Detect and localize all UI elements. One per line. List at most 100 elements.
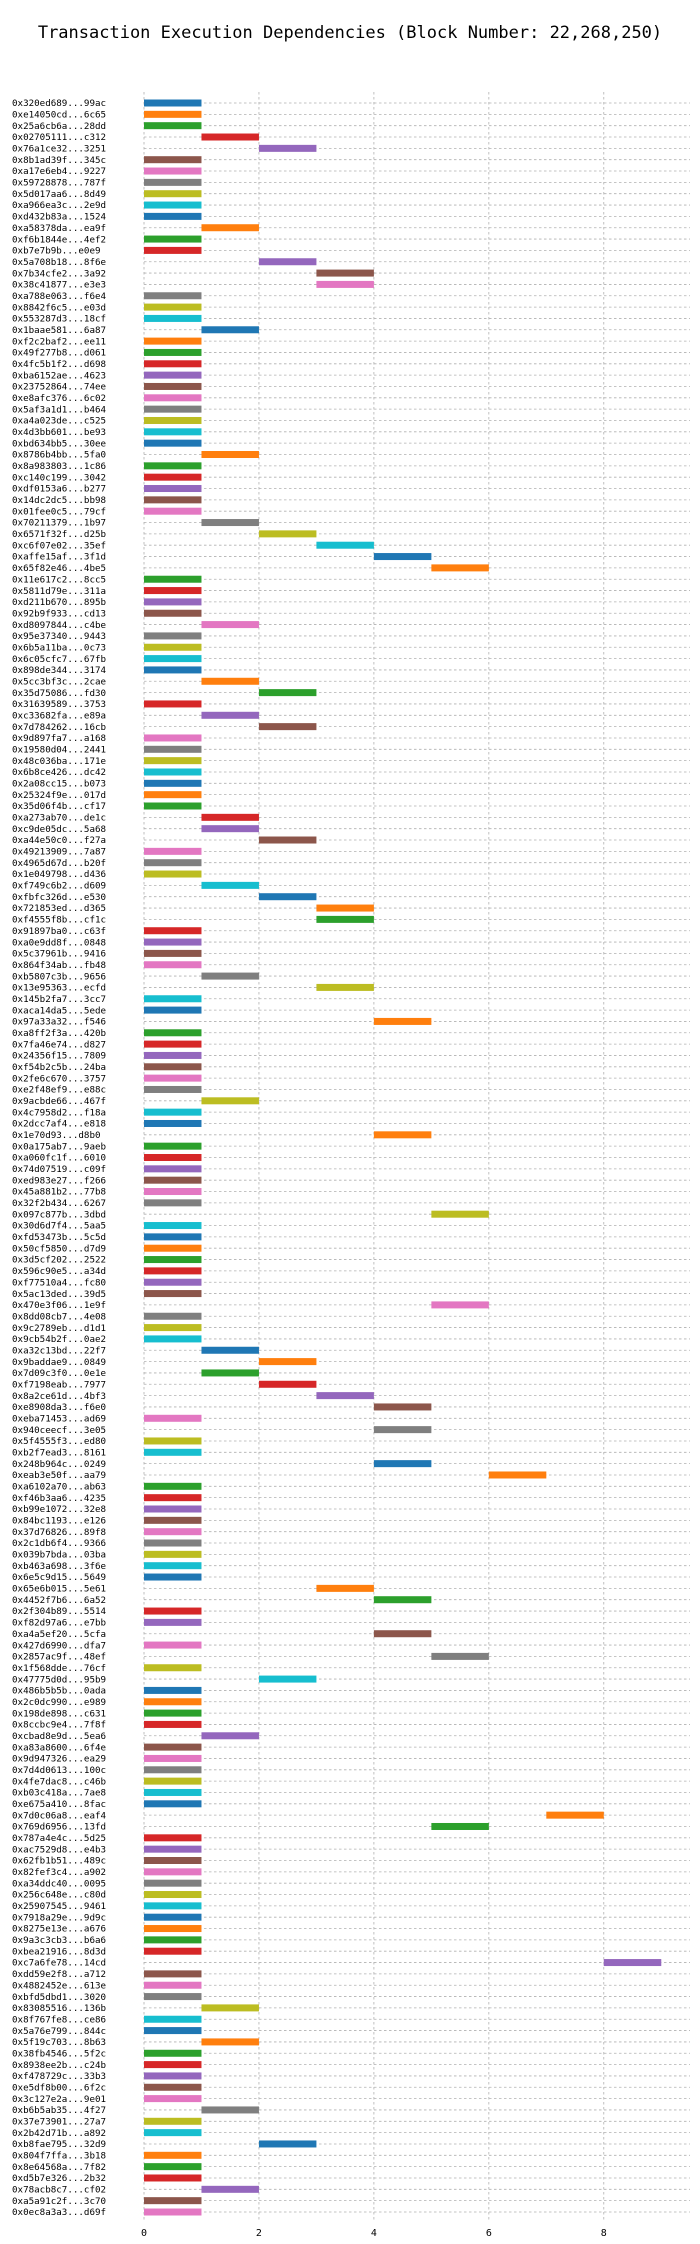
y-tick-label: 0xa0e9dd8f...0848 <box>12 937 106 948</box>
y-tick-label: 0xf2c2baf2...ee11 <box>12 336 106 347</box>
bar <box>201 326 259 334</box>
bar <box>144 1947 202 1955</box>
bar <box>258 893 317 901</box>
y-tick-label: 0x4fe7dac8...c46b <box>12 1776 106 1787</box>
bar <box>144 1267 202 1275</box>
y-tick-label: 0x8ccbc9e4...7f8f <box>12 1720 106 1731</box>
y-tick-label: 0x486b5b5b...0ada <box>12 1686 106 1697</box>
bar <box>144 734 202 742</box>
x-tick-labels: 0 2 4 6 8 <box>141 2228 607 2239</box>
y-tick-label: 0x48c036ba...171e <box>12 756 106 767</box>
bar <box>431 1652 489 1660</box>
y-tick-label: 0x940ceecf...3e05 <box>12 1425 106 1436</box>
y-tick-label: 0xf4555f8b...cf1c <box>12 915 106 926</box>
y-tick-label: 0x9acbde66...467f <box>12 1096 106 1107</box>
bar <box>144 1777 202 1785</box>
bar <box>144 847 202 855</box>
y-tick-label: 0x804f7ffa...3b18 <box>12 2151 106 2162</box>
bar <box>144 609 202 617</box>
y-tick-label: 0x5ac13ded...39d5 <box>12 1289 106 1300</box>
bar <box>144 1879 202 1887</box>
bar <box>144 1868 202 1876</box>
bar <box>144 1686 202 1694</box>
bar <box>144 1720 202 1728</box>
bar <box>144 1562 202 1570</box>
bar <box>144 1709 202 1717</box>
y-tick-labels: 0x320ed689...99ac0xe14050cd...6c650x25a6… <box>12 98 107 2218</box>
bar <box>144 1936 202 1944</box>
bar <box>144 1482 202 1490</box>
y-tick-label: 0xa6102a70...ab63 <box>12 1482 106 1493</box>
y-tick-label: 0x8275e13e...a676 <box>12 1924 106 1935</box>
y-tick-label: 0xf82d97a6...e7bb <box>12 1618 106 1629</box>
y-tick-label: 0x4965d67d...b20f <box>12 858 106 869</box>
y-tick-label: 0x83085516...136b <box>12 2003 106 2014</box>
bar <box>144 439 202 447</box>
y-tick-label: 0x7b34cfe2...3a92 <box>12 268 106 279</box>
bar <box>144 643 202 651</box>
bar <box>144 1199 202 1207</box>
y-tick-label: 0x5f4555f3...ed80 <box>12 1436 106 1447</box>
y-tick-label: 0x5a76e799...844c <box>12 2026 106 2037</box>
y-tick-label: 0xf77510a4...fc80 <box>12 1277 106 1288</box>
bar <box>144 371 202 379</box>
y-tick-label: 0x6e5c9d15...5649 <box>12 1572 106 1583</box>
bar <box>144 745 202 753</box>
bar <box>258 258 317 266</box>
y-tick-label: 0xb6b5ab35...4f27 <box>12 2105 106 2116</box>
y-tick-label: 0x3d5cf202...2522 <box>12 1255 106 1266</box>
y-tick-label: 0x9d897fa7...a168 <box>12 733 106 744</box>
bar <box>144 462 202 470</box>
bar <box>144 178 202 186</box>
y-tick-label: 0x0ec8a3a3...d69f <box>12 2207 106 2218</box>
y-tick-label: 0x91897ba0...c63f <box>12 926 106 937</box>
y-tick-label: 0x31639589...3753 <box>12 699 106 710</box>
bar <box>144 1550 202 1558</box>
y-tick-label: 0xb5807c3b...9656 <box>12 971 106 982</box>
y-tick-label: 0xf54b2c5b...24ba <box>12 1062 106 1073</box>
y-tick-label: 0x7d0c06a8...eaf4 <box>12 1810 107 1821</box>
y-tick-label: 0x30d6d7f4...5aa5 <box>12 1221 106 1232</box>
bar <box>316 269 374 277</box>
x-tick-label: 4 <box>371 2228 377 2239</box>
y-tick-label: 0x2fe6c670...3757 <box>12 1073 106 1084</box>
bar <box>144 1641 202 1649</box>
bar <box>144 870 202 878</box>
y-tick-label: 0x864f34ab...fb48 <box>12 960 106 971</box>
bar <box>373 1017 432 1025</box>
y-tick-label: 0x596c90e5...a34d <box>12 1266 106 1277</box>
y-tick-label: 0xbfd5dbd1...3020 <box>12 1992 106 2003</box>
bar <box>144 1040 202 1048</box>
y-tick-label: 0x9baddae9...0849 <box>12 1357 106 1368</box>
y-tick-label: 0xba6152ae...4623 <box>12 370 106 381</box>
bar <box>144 1256 202 1264</box>
bar <box>201 519 259 527</box>
bar <box>201 2038 259 2046</box>
y-tick-label: 0x7d784262...16cb <box>12 722 106 733</box>
bar <box>201 1369 259 1377</box>
y-tick-label: 0xf7198eab...7977 <box>12 1379 106 1390</box>
bar <box>144 1902 202 1910</box>
y-tick-label: 0xc7a6fe78...14cd <box>12 1958 106 1969</box>
bar <box>316 1584 374 1592</box>
y-tick-label: 0x4d3bb601...be93 <box>12 427 106 438</box>
y-tick-label: 0xa5a91c2f...3c70 <box>12 2196 106 2207</box>
bar <box>201 1097 259 1105</box>
bar <box>144 110 202 118</box>
bar <box>144 1788 202 1796</box>
bar <box>144 1800 202 1808</box>
bar <box>144 2027 202 2035</box>
bar <box>144 1664 202 1672</box>
y-tick-label: 0xe14050cd...6c65 <box>12 110 106 121</box>
y-tick-label: 0x62fb1b51...489c <box>12 1856 106 1867</box>
y-tick-label: 0x84bc1193...e126 <box>12 1516 106 1527</box>
y-tick-label: 0xe8908da3...f6e0 <box>12 1402 106 1413</box>
bar <box>144 2049 202 2057</box>
bar <box>144 1766 202 1774</box>
bar <box>144 1607 202 1615</box>
bar <box>144 1891 202 1899</box>
y-tick-label: 0x8dd08cb7...4e08 <box>12 1311 106 1322</box>
bar <box>144 1970 202 1978</box>
bar <box>258 723 317 731</box>
